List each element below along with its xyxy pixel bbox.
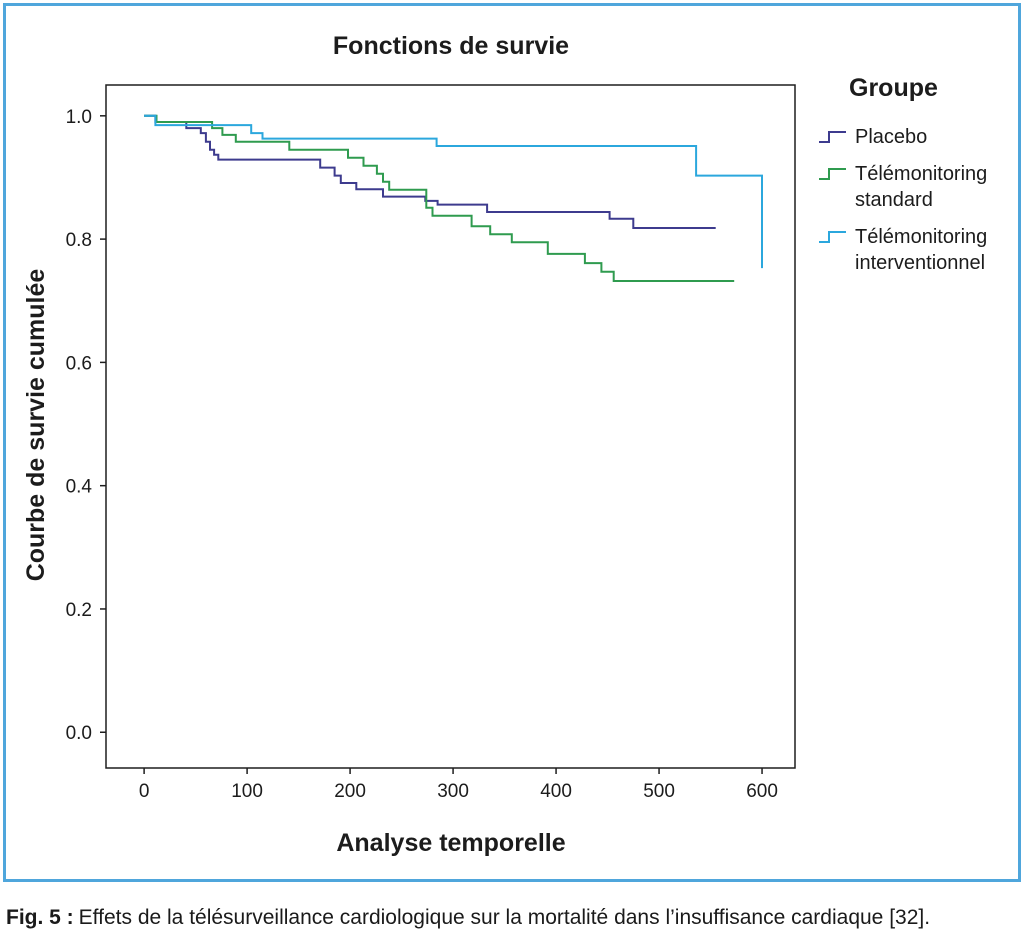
x-tick-label: 0: [139, 781, 150, 802]
y-tick-label: 0.2: [66, 600, 92, 621]
chart-title: Fonctions de survie: [333, 32, 569, 60]
x-tick-label: 300: [437, 781, 469, 802]
legend-swatch-telemonitoring-standard: [819, 168, 846, 180]
legend-label: Télémonitoring interventionnel: [855, 226, 988, 274]
plot-frame: [105, 84, 796, 769]
figure-frame: [3, 3, 1021, 882]
y-tick-label: 0.8: [66, 230, 92, 251]
x-tick-label: 500: [643, 781, 675, 802]
legend-title: Groupe: [849, 74, 938, 102]
legend-label: Placebo: [855, 126, 928, 148]
legend-item-placebo: Placebo: [818, 124, 1005, 150]
legend-swatch-telemonitoring-interventionnel: [819, 231, 846, 243]
y-tick-label: 0.0: [66, 723, 92, 744]
x-tick-label: 100: [231, 781, 263, 802]
y-axis-label: Courbe de survie cumulée: [22, 269, 50, 582]
series-line-telemonitoring-interventionnel: [144, 114, 763, 269]
x-axis-label: Analyse temporelle: [336, 829, 565, 857]
figure-caption: Fig. 5 : Effets de la télésurveillance ca…: [6, 906, 930, 930]
legend-label: Télémonitoring standard: [855, 163, 988, 211]
legend-item-telemonitoring-interventionnel: Télémonitoring interventionnel: [818, 224, 1005, 276]
x-tick-label: 400: [540, 781, 572, 802]
y-tick-label: 1.0: [66, 107, 92, 128]
legend-swatch-placebo: [819, 131, 846, 143]
legend-items: Placebo Télémonitoring standard Télémoni…: [818, 124, 1005, 276]
caption-text: Effets de la télésurveillance cardiologi…: [78, 906, 931, 929]
legend-item-telemonitoring-standard: Télémonitoring standard: [818, 161, 1005, 213]
y-tick-label: 0.6: [66, 353, 92, 374]
x-tick-label: 600: [746, 781, 778, 802]
series-line-placebo: [144, 114, 716, 229]
caption-label: Fig. 5 :: [6, 906, 74, 929]
x-tick-label: 200: [334, 781, 366, 802]
axis-ticks: 0 100 200 300 400 500 600 0.0 0.2 0.4 0.6 0.8 1.0: [66, 107, 778, 802]
legend: Groupe Placebo Télémonitoring standard T…: [818, 74, 1013, 284]
y-tick-label: 0.4: [66, 477, 93, 498]
series-line-telemonitoring-standard: [144, 114, 735, 282]
survival-curves: [144, 114, 763, 282]
